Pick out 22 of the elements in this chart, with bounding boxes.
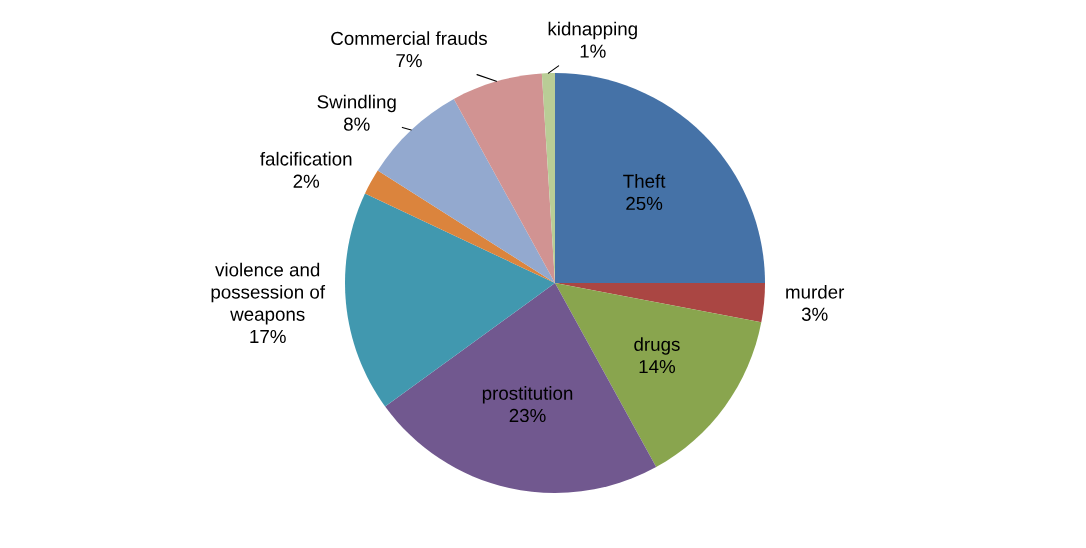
slice-label: falcification (260, 151, 352, 166)
slice-label: prostitution (482, 386, 573, 404)
data-label: 14% (639, 360, 676, 374)
data-label: 2% (293, 174, 320, 188)
data-label: 23% (509, 408, 546, 423)
slice-label: kidnapping (548, 21, 637, 40)
slice-label: drugs (634, 337, 680, 355)
slice-label: Theft (623, 174, 666, 188)
pie-slice (555, 73, 765, 283)
pie-slice (555, 283, 765, 323)
pie-slice (453, 73, 555, 283)
data-label: 17% (250, 329, 286, 344)
slice-label: Swindling (317, 94, 396, 113)
data-label: 8% (344, 117, 370, 131)
slice-label: murder (786, 284, 845, 299)
data-label: 7% (396, 54, 422, 68)
slice-label: Commercial frauds (331, 31, 487, 46)
pie-slice (364, 170, 555, 283)
data-label: 25% (626, 196, 663, 211)
slice-label: violence and possession of weapons (211, 262, 326, 325)
data-label: 3% (801, 307, 828, 321)
data-label: 1% (580, 44, 606, 58)
